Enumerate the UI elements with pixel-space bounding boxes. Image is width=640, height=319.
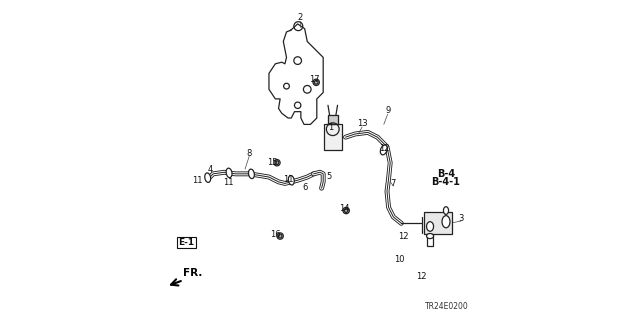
Ellipse shape [426, 234, 433, 239]
Ellipse shape [444, 207, 449, 214]
Text: 12: 12 [398, 232, 409, 241]
Text: 16: 16 [270, 230, 281, 239]
Text: 12: 12 [416, 272, 427, 281]
Text: 14: 14 [339, 204, 350, 213]
Circle shape [275, 161, 279, 165]
Ellipse shape [289, 175, 294, 185]
Bar [424, 212, 452, 234]
Text: 8: 8 [246, 149, 252, 158]
Ellipse shape [226, 168, 232, 178]
Text: 4: 4 [207, 165, 212, 174]
Text: 13: 13 [356, 119, 367, 128]
Text: 15: 15 [267, 158, 277, 167]
Circle shape [278, 234, 282, 238]
Text: 3: 3 [458, 214, 464, 223]
Ellipse shape [205, 173, 211, 182]
Text: 7: 7 [390, 179, 396, 188]
Ellipse shape [442, 216, 450, 228]
Circle shape [314, 80, 318, 84]
Text: 11: 11 [284, 175, 294, 184]
Text: E-1: E-1 [179, 238, 195, 247]
Ellipse shape [248, 169, 254, 179]
Text: 2: 2 [297, 13, 303, 22]
Text: FR.: FR. [184, 268, 203, 278]
Text: 6: 6 [302, 183, 308, 192]
Text: 11: 11 [223, 178, 234, 187]
Text: B-4-1: B-4-1 [431, 177, 460, 188]
Text: 5: 5 [326, 172, 332, 181]
Text: 12: 12 [379, 145, 390, 153]
Bar [324, 124, 342, 150]
Polygon shape [328, 115, 337, 124]
Text: 17: 17 [310, 75, 320, 84]
Text: TR24E0200: TR24E0200 [424, 302, 468, 311]
Text: 10: 10 [394, 255, 405, 264]
Text: B-4: B-4 [437, 169, 455, 179]
Text: 1: 1 [328, 123, 334, 132]
Text: 9: 9 [385, 106, 390, 115]
Ellipse shape [380, 145, 387, 155]
Ellipse shape [426, 222, 433, 231]
Text: 11: 11 [192, 176, 202, 185]
Bar [427, 235, 433, 246]
Circle shape [344, 209, 348, 212]
